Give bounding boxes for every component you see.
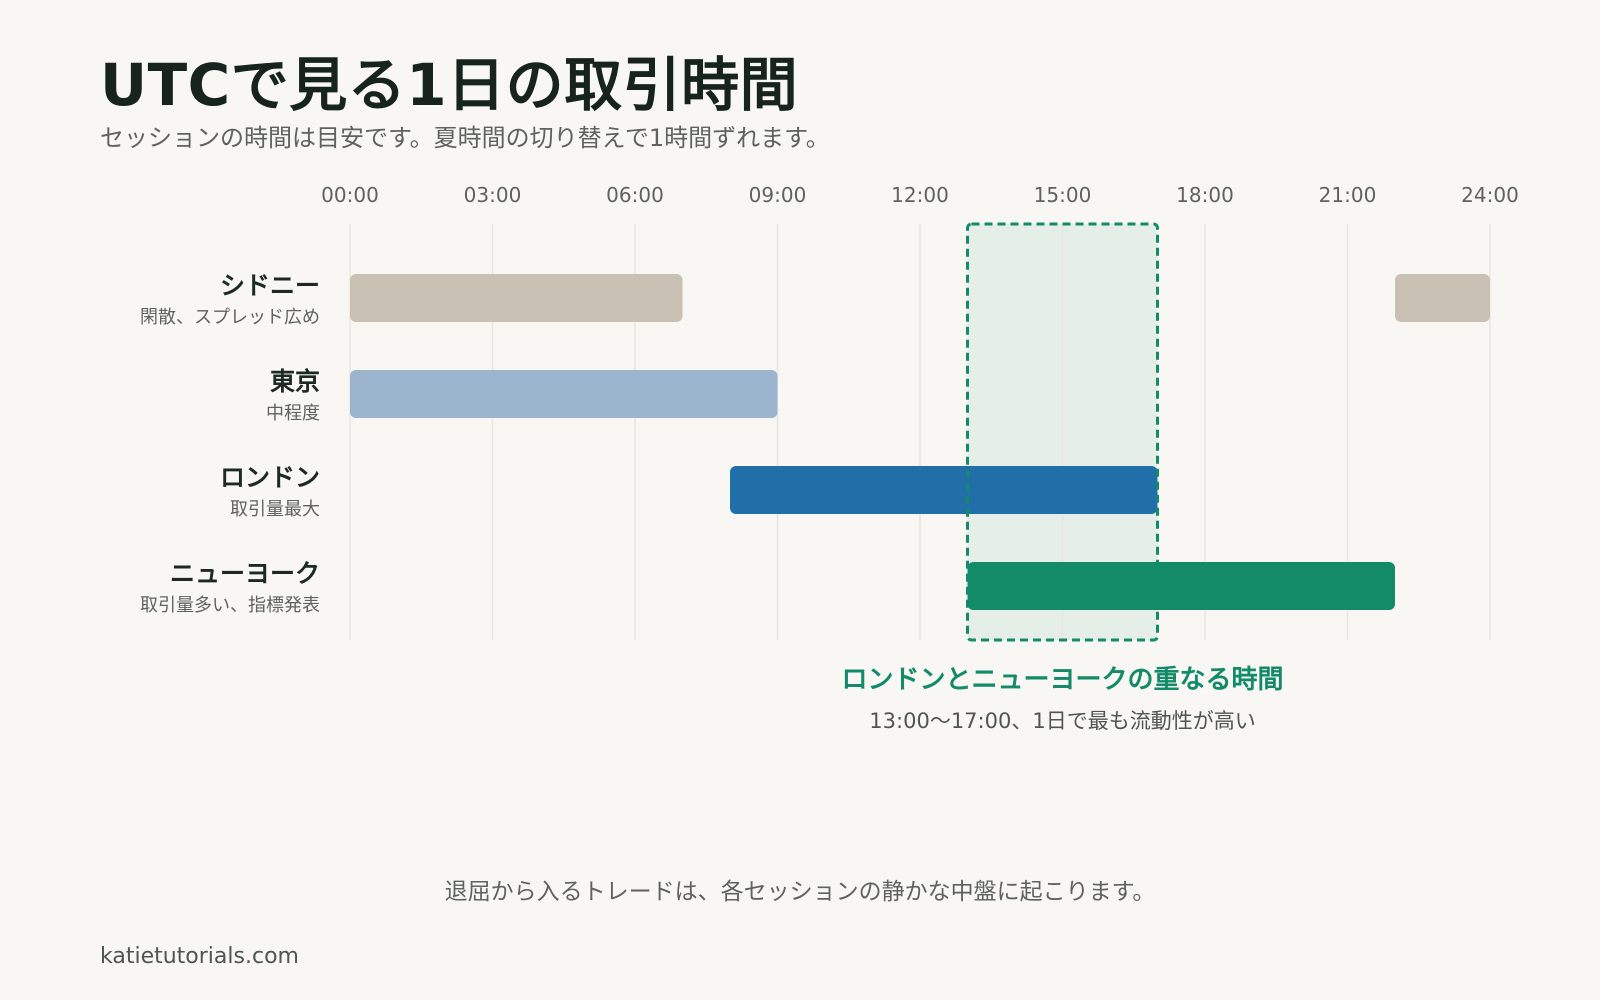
session-note: 閑散、スプレッド広め: [140, 307, 320, 328]
session-bar-sydney: [350, 274, 683, 322]
page-title: UTCで見る1日の取引時間: [100, 51, 799, 119]
session-note: 取引量多い、指標発表: [140, 595, 320, 616]
x-tick-label: 21:00: [1319, 183, 1377, 207]
x-tick-label: 06:00: [606, 183, 664, 207]
session-bar-london: [730, 466, 1158, 514]
x-tick-label: 09:00: [749, 183, 807, 207]
footer-note: 退屈から入るトレードは、各セッションの静かな中盤に起こります。: [444, 879, 1156, 905]
x-tick-label: 15:00: [1034, 183, 1092, 207]
overlap-border: [966, 222, 1159, 642]
session-note: 取引量最大: [230, 499, 320, 520]
x-tick-label: 18:00: [1176, 183, 1234, 207]
overlap-title: ロンドンとニューヨークの重なる時間: [841, 665, 1283, 695]
x-tick-label: 24:00: [1461, 183, 1519, 207]
session-name: シドニー: [220, 271, 320, 300]
session-name: 東京: [270, 367, 320, 396]
session-note: 中程度: [266, 403, 320, 424]
session-bar-tokyo: [350, 370, 778, 418]
session-name: ニューヨーク: [170, 559, 320, 588]
x-tick-label: 12:00: [891, 183, 949, 207]
session-name: ロンドン: [220, 463, 320, 492]
session-chart: 00:00 03:00 06:00 09:00 12:00 15:00 18:00 21:00…: [140, 183, 1519, 733]
x-tick-label: 00:00: [321, 183, 379, 207]
overlap-caption: 13:00〜17:00、1日で最も流動性が高い: [869, 709, 1255, 733]
session-bar-sydney: [1395, 274, 1490, 322]
x-tick-label: 03:00: [464, 183, 522, 207]
site-url: katietutorials.com: [100, 944, 299, 969]
page-subtitle: セッションの時間は目安です。夏時間の切り替えで1時間ずれます。: [100, 124, 830, 152]
session-bar-newyork: [967, 562, 1395, 610]
